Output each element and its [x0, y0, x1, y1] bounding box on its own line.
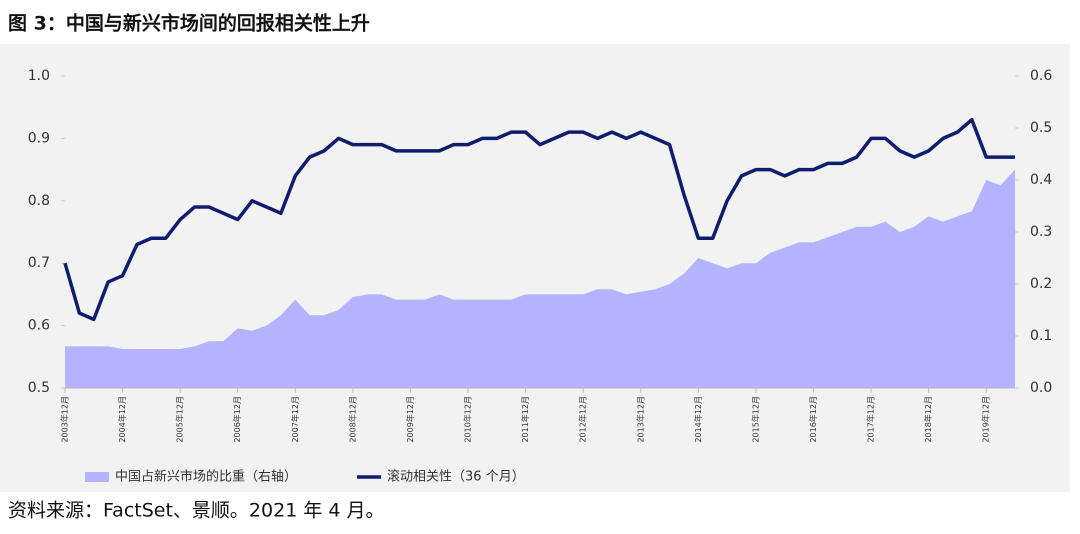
y2-tick-label: 0.3 — [1030, 224, 1052, 240]
x-tick-label: 2005年12月 — [175, 396, 185, 443]
y-tick-label: 0.9 — [28, 130, 50, 146]
y-tick-label: 0.6 — [28, 318, 50, 334]
y-tick-label: 0.8 — [28, 193, 50, 209]
x-tick-label: 2016年12月 — [808, 396, 818, 443]
source-note: 资料来源：FactSet、景顺。2021 年 4 月。 — [8, 500, 385, 522]
x-tick-label: 2010年12月 — [463, 396, 473, 443]
x-tick-label: 2003年12月 — [60, 396, 70, 443]
y2-tick-label: 0.4 — [1030, 172, 1052, 188]
x-tick-label: 2013年12月 — [635, 396, 645, 443]
x-tick-label: 2007年12月 — [290, 396, 300, 443]
x-tick-label: 2015年12月 — [750, 396, 760, 443]
area — [65, 169, 1015, 388]
legend-label: 滚动相关性（36 个月） — [387, 469, 525, 485]
x-tick-label: 2004年12月 — [117, 396, 127, 443]
x-tick-label: 2009年12月 — [405, 396, 415, 443]
y2-tick-label: 0.5 — [1030, 120, 1052, 136]
x-tick-label: 2008年12月 — [347, 396, 357, 443]
x-tick-label: 2012年12月 — [578, 396, 588, 443]
y2-tick-label: 0.6 — [1030, 68, 1052, 84]
x-tick-label: 2018年12月 — [923, 396, 933, 443]
y2-tick-label: 0.2 — [1030, 276, 1052, 292]
legend-label: 中国占新兴市场的比重（右轴） — [115, 469, 297, 485]
y-tick-label: 0.5 — [28, 380, 50, 396]
chart-title: 图 3：中国与新兴市场间的回报相关性上升 — [8, 12, 370, 35]
y-tick-label: 0.7 — [28, 255, 50, 271]
legend-swatch — [85, 472, 109, 482]
y-tick-label: 1.0 — [28, 68, 50, 84]
x-tick-label: 2019年12月 — [981, 396, 991, 443]
x-tick-label: 2014年12月 — [693, 396, 703, 443]
y2-tick-label: 0.0 — [1030, 380, 1052, 396]
x-tick-label: 2006年12月 — [232, 396, 242, 443]
line — [63, 117, 1015, 322]
y2-tick-label: 0.1 — [1030, 328, 1052, 344]
x-tick-label: 2017年12月 — [866, 396, 876, 443]
x-tick-label: 2011年12月 — [520, 396, 530, 443]
